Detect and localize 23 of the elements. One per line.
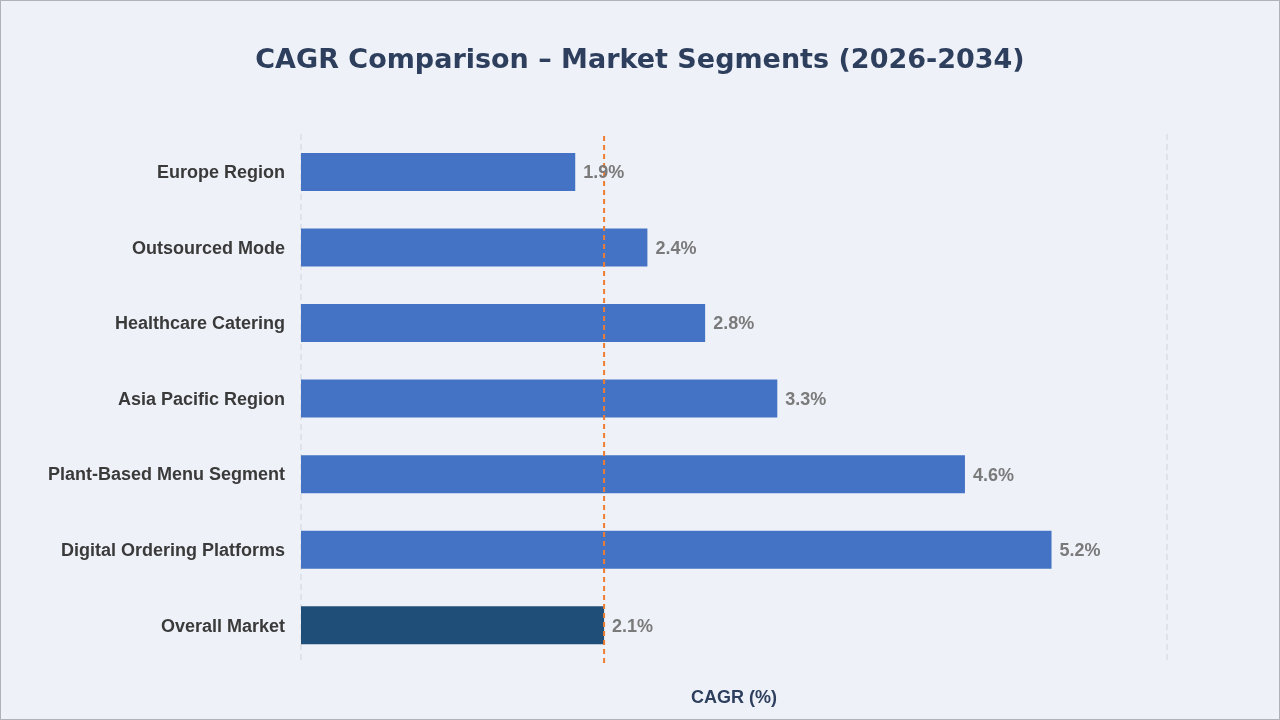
- y-tick-label: Digital Ordering Platforms: [60, 540, 285, 561]
- data-label: 5.2%: [1059, 540, 1101, 561]
- bar: [301, 455, 965, 494]
- data-label: 2.8%: [713, 313, 755, 334]
- data-label: 2.1%: [612, 615, 654, 636]
- data-label: 4.6%: [972, 464, 1014, 485]
- y-tick-label: Healthcare Catering: [114, 313, 285, 334]
- data-label: 2.4%: [655, 237, 697, 258]
- bar: [301, 304, 706, 343]
- y-tick-label: Plant-Based Menu Segment: [47, 464, 285, 485]
- y-tick-label: Asia Pacific Region: [117, 388, 285, 409]
- y-tick-label: Outsourced Mode: [131, 237, 285, 258]
- chart-title: CAGR Comparison – Market Segments (2026-2034): [254, 43, 1026, 74]
- bar: [301, 152, 576, 191]
- x-axis-title: CAGR (%): [690, 687, 778, 708]
- y-tick-label: Europe Region: [156, 162, 285, 183]
- bar: [301, 228, 648, 267]
- bar: [301, 530, 1052, 569]
- bar: [301, 606, 605, 645]
- data-label: 3.3%: [785, 389, 827, 409]
- y-tick-label: Overall Market: [160, 615, 285, 636]
- data-label: 1.9%: [583, 162, 625, 183]
- bar: [301, 379, 778, 418]
